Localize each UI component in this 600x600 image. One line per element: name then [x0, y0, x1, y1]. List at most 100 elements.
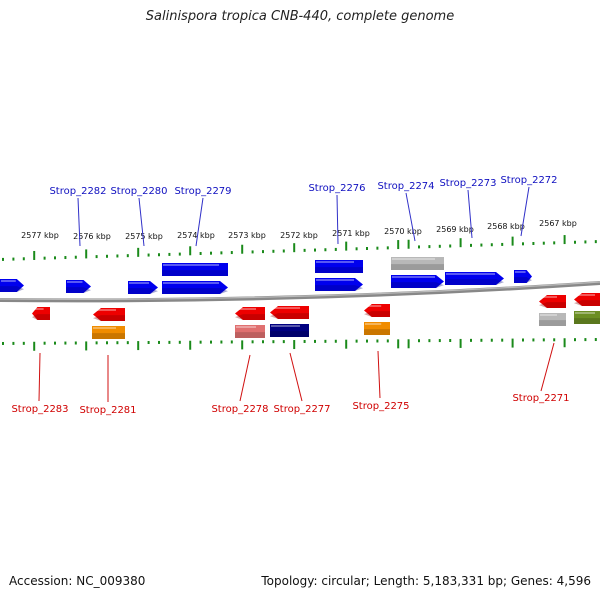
callout-line-top — [467, 189, 473, 239]
gene-forward-shade — [514, 277, 532, 283]
gene-callouts: Strop_2282 Strop_2280 Strop_2279 Strop_2276… — [11, 175, 569, 416]
gene-reverse-shade — [270, 313, 309, 319]
gene-feature-navy — [270, 324, 309, 337]
gene-forward-shade — [391, 282, 444, 288]
gene-forward — [445, 272, 504, 285]
gene-feature-navy-body — [270, 324, 309, 337]
callout-line-bottom — [377, 350, 381, 399]
gene-forward-gloss — [129, 282, 149, 284]
gene-reverse-shade — [364, 311, 390, 317]
gene-feature-orange-shade — [92, 333, 125, 339]
scale-tick-label: 2576 kbp — [73, 232, 111, 241]
accession-label: Accession: NC_009380 — [9, 574, 146, 588]
gene-feature-orange-shade — [364, 329, 390, 335]
gene-reverse-shade — [574, 300, 600, 306]
gene-forward — [391, 275, 444, 288]
gene-forward-shade — [66, 287, 91, 293]
gene-reverse-gloss — [540, 296, 557, 298]
gene-feature-olive-gloss — [575, 312, 595, 314]
gene-reverse-shade — [32, 314, 50, 320]
scale-tick-label: 2571 kbp — [332, 229, 370, 238]
gene-reverse-shade — [235, 314, 265, 320]
gene-label-bottom: Strop_2278 — [211, 404, 268, 415]
callout-line-top — [520, 186, 530, 237]
scale-ticks-bottom — [2, 338, 597, 351]
gene-reverse — [364, 304, 390, 317]
gene-forward — [315, 278, 363, 291]
gene-reverse-gloss — [33, 308, 44, 310]
gene-forward-body — [128, 281, 158, 294]
gene-reverse-body — [32, 307, 50, 320]
gene-forward-shade — [445, 279, 504, 285]
gene-label-bottom: Strop_2277 — [273, 404, 330, 415]
scale-ticks-top — [2, 235, 597, 261]
callout-line-top — [405, 192, 416, 242]
gene-feature-gray-gloss — [392, 258, 435, 260]
callout-line-top — [195, 197, 204, 247]
gene-forward-body — [514, 270, 532, 283]
gene-feature-gray-body — [539, 313, 566, 326]
gene-reverse — [270, 306, 309, 319]
gene-feature-orange — [92, 326, 125, 339]
gene-forward-body — [315, 260, 363, 273]
gene-feature-orange — [364, 322, 390, 335]
gene-feature-orange-body — [92, 326, 125, 339]
gene-reverse — [235, 307, 265, 320]
gene-label-bottom: Strop_2275 — [352, 401, 409, 412]
gene-reverse-body — [574, 293, 600, 306]
gene-forward-shade — [315, 267, 363, 273]
gene-forward-gloss — [163, 282, 219, 284]
gene-forward — [514, 270, 532, 283]
gene-feature-pink-shade — [235, 332, 265, 338]
gene-forward-shade — [162, 270, 228, 276]
gene-forward-shade — [162, 288, 228, 294]
gene-feature-orange-gloss — [93, 327, 116, 329]
gene-reverse-gloss — [236, 308, 256, 310]
callout-line-bottom — [289, 352, 303, 402]
genome-summary: Topology: circular; Length: 5,183,331 bp… — [261, 574, 591, 588]
scale-tick-label: 2568 kbp — [487, 222, 525, 231]
gene-feature-navy-gloss — [271, 325, 300, 327]
gene-reverse-gloss — [94, 309, 116, 311]
gene-forward — [162, 263, 228, 276]
gene-reverse — [574, 293, 600, 306]
scale-tick-label: 2573 kbp — [228, 231, 266, 240]
gene-forward-body — [66, 280, 91, 293]
gene-forward-gloss — [163, 264, 219, 266]
gene-label-bottom: Strop_2271 — [512, 393, 569, 404]
genome-backbone — [0, 281, 600, 303]
gene-forward-gloss — [316, 261, 354, 263]
scale-tick-label: 2572 kbp — [280, 231, 318, 240]
gene-feature-gray-shade — [539, 320, 566, 326]
genome-backbone-highlight — [0, 281, 600, 300]
gene-feature-gray — [539, 313, 566, 326]
callout-line-top — [336, 194, 339, 245]
gene-feature-gray-shade — [391, 264, 444, 270]
gene-label-top: Strop_2276 — [308, 183, 365, 194]
callout-line-top — [138, 197, 145, 247]
gene-forward-body — [0, 279, 24, 292]
diagram-title: Salinispora tropica CNB-440, complete ge… — [145, 9, 455, 24]
gene-reverse-body — [235, 307, 265, 320]
gene-forward-body — [391, 275, 444, 288]
gene-forward — [128, 281, 158, 294]
gene-reverse — [93, 308, 125, 321]
gene-reverse — [539, 295, 566, 308]
gene-forward-gloss — [67, 281, 83, 283]
gene-forward-body — [162, 263, 228, 276]
gene-label-top: Strop_2279 — [174, 186, 231, 197]
gene-reverse-body — [364, 304, 390, 317]
gene-forward-body — [445, 272, 504, 285]
gene-forward-gloss — [1, 280, 16, 282]
gene-label-top: Strop_2272 — [500, 175, 557, 186]
gene-forward — [315, 260, 363, 273]
gene-feature-orange-body — [364, 322, 390, 335]
callout-line-bottom — [239, 354, 251, 402]
callout-line-bottom — [38, 352, 41, 402]
gene-feature-gray-gloss — [540, 314, 557, 316]
gene-feature-pink-gloss — [236, 326, 256, 328]
gene-label-bottom: Strop_2283 — [11, 404, 68, 415]
gene-forward — [162, 281, 228, 294]
gene-label-bottom: Strop_2281 — [79, 405, 136, 416]
